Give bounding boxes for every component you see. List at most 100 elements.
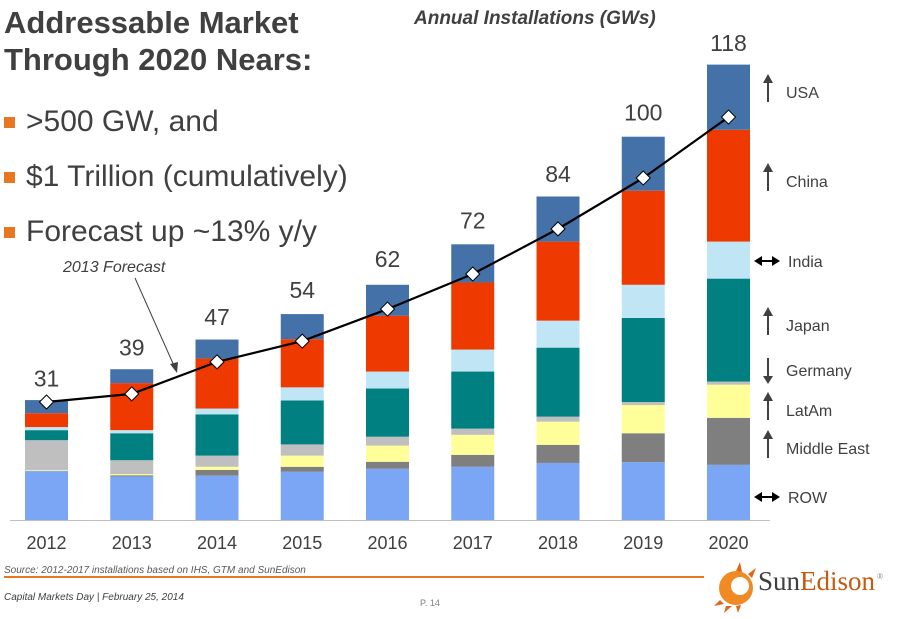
x-tick-label: 2017 xyxy=(453,533,493,553)
annotation-arrowhead-icon xyxy=(170,362,178,373)
bar-total-label: 84 xyxy=(545,161,571,187)
slide-title-line1: Addressable Market xyxy=(4,5,299,40)
bar-total-label: 100 xyxy=(624,99,662,125)
x-tick-label: 2015 xyxy=(282,533,322,553)
event-label: Capital Markets Day | February 25, 2014 xyxy=(4,592,184,603)
bar-segment-row xyxy=(280,471,324,520)
bar-segment-latam xyxy=(280,455,324,467)
legend-arrowhead-icon xyxy=(763,163,773,172)
legend-label: India xyxy=(788,254,823,271)
bar-segment-row xyxy=(536,462,580,520)
legend-label: Japan xyxy=(786,318,830,335)
bar-segment-japan xyxy=(110,433,154,461)
legend-arrowhead-icon xyxy=(763,307,773,316)
legend-arrowhead-icon xyxy=(754,492,762,502)
page-number: P. 14 xyxy=(420,598,440,608)
bar-segment-china xyxy=(451,282,495,350)
bullet-text: $1 Trillion (cumulatively) xyxy=(26,160,348,193)
bar-segment-germany xyxy=(110,460,154,475)
forecast-annotation: 2013 Forecast xyxy=(62,259,166,276)
bar-segment-japan xyxy=(366,388,409,437)
bar-segment-germany xyxy=(621,402,665,406)
slide-title: Addressable Market Through 2020 Nears: xyxy=(4,4,312,78)
bar-segment-india xyxy=(25,427,68,431)
forecast-marker xyxy=(124,386,140,402)
legend-label: Middle East xyxy=(786,441,870,458)
bar-segment-latam xyxy=(366,445,409,462)
bar-segment-row xyxy=(110,476,154,520)
bar-segment-india xyxy=(451,349,495,372)
bar-segment-usa xyxy=(195,339,239,359)
legend-arrowhead-icon xyxy=(763,392,773,401)
bar-segment-china xyxy=(621,190,665,285)
bullet-item: Forecast up ~13% y/y xyxy=(4,204,348,259)
legend-label: LatAm xyxy=(786,403,832,420)
bar-segment-india xyxy=(707,241,750,279)
x-tick-label: 2013 xyxy=(112,533,152,553)
bullet-square-icon xyxy=(4,172,15,183)
forecast-marker xyxy=(720,109,737,125)
bar-total-label: 39 xyxy=(119,335,145,361)
bar-segment-germany xyxy=(536,416,580,422)
legend-label: Germany xyxy=(786,363,852,380)
bar-segment-china xyxy=(536,241,580,321)
bar-segment-middle-east xyxy=(621,433,665,463)
forecast-marker xyxy=(550,221,566,237)
bar-segment-india xyxy=(366,371,409,389)
bar-segment-india xyxy=(280,387,324,401)
annotation-arrow-line xyxy=(134,277,176,369)
bar-segment-middle-east xyxy=(366,461,409,469)
legend-label: USA xyxy=(786,85,819,102)
bar-total-label: 31 xyxy=(34,365,60,391)
bar-segment-germany xyxy=(707,381,750,385)
x-tick-label: 2016 xyxy=(367,533,407,553)
x-tick-label: 2012 xyxy=(26,533,66,553)
bullet-list: >500 GW, and $1 Trillion (cumulatively) … xyxy=(4,94,348,259)
bar-segment-middle-east xyxy=(195,469,239,476)
slide-title-line2: Through 2020 Nears: xyxy=(4,42,313,77)
bar-segment-latam xyxy=(25,470,68,472)
bar-segment-japan xyxy=(280,400,324,445)
bar-total-label: 47 xyxy=(204,304,230,330)
bar-segment-india xyxy=(621,284,665,318)
bullet-text: Forecast up ~13% y/y xyxy=(26,215,317,248)
bar-segment-middle-east xyxy=(280,466,324,472)
bullet-square-icon xyxy=(4,117,15,128)
bar-segment-latam xyxy=(451,434,495,455)
bar-segment-middle-east xyxy=(451,454,495,467)
footer-divider xyxy=(4,576,704,578)
bar-total-label: 72 xyxy=(460,207,486,233)
bar-segment-india xyxy=(110,430,154,434)
bullet-item: $1 Trillion (cumulatively) xyxy=(4,149,348,204)
bar-segment-row xyxy=(366,468,409,520)
bar-segment-middle-east xyxy=(707,417,750,465)
forecast-marker xyxy=(465,266,481,282)
source-note: Source: 2012-2017 installations based on… xyxy=(4,565,306,576)
forecast-marker xyxy=(294,333,310,349)
legend-label: China xyxy=(786,174,828,191)
bullet-square-icon xyxy=(4,227,15,238)
registered-mark: ® xyxy=(877,572,884,581)
bar-segment-latam xyxy=(621,405,665,434)
logo-wordmark: SunEdison ® xyxy=(758,566,883,597)
legend-label: ROW xyxy=(788,490,828,507)
legend-arrowhead-icon xyxy=(763,376,773,384)
bar-segment-india xyxy=(536,320,580,348)
x-tick-label: 2014 xyxy=(197,533,237,553)
bar-segment-middle-east xyxy=(536,444,580,463)
forecast-marker xyxy=(209,354,225,370)
bar-segment-middle-east xyxy=(110,475,154,477)
bar-segment-japan xyxy=(707,278,750,382)
x-tick-label: 2018 xyxy=(538,533,578,553)
bar-total-label: 54 xyxy=(289,277,315,303)
logo-text-edison: Edison xyxy=(800,566,876,596)
forecast-marker xyxy=(635,170,651,186)
bar-segment-latam xyxy=(536,421,580,445)
bar-segment-germany xyxy=(366,436,409,446)
bar-segment-row xyxy=(195,475,239,520)
legend-arrowhead-icon xyxy=(763,430,773,439)
bar-total-label: 118 xyxy=(710,30,747,56)
bar-total-label: 62 xyxy=(375,246,401,272)
bar-segment-japan xyxy=(536,347,580,417)
bar-segment-china xyxy=(366,315,409,372)
